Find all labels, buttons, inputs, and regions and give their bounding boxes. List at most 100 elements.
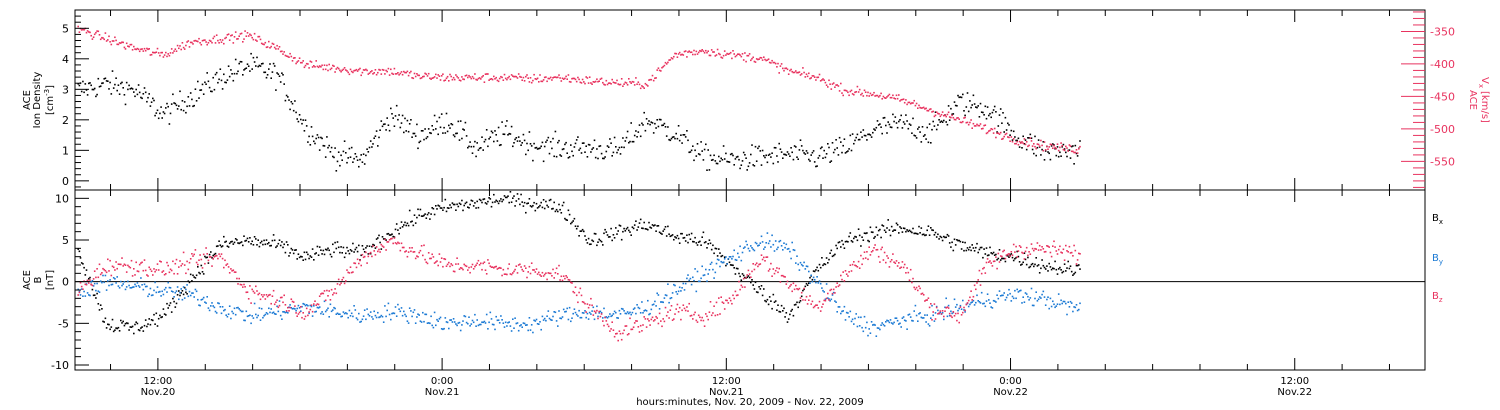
density-point <box>275 89 277 91</box>
bz-point <box>469 271 471 274</box>
legend-bx-subscript: x <box>1439 218 1443 226</box>
vx-point <box>335 68 338 70</box>
density-point <box>1007 122 1009 125</box>
density-point <box>179 90 181 93</box>
bx-point <box>874 235 876 238</box>
bz-point <box>1078 252 1080 255</box>
bx-point <box>574 225 577 227</box>
bz-point <box>200 258 203 261</box>
bz-point <box>320 293 322 295</box>
density-point <box>676 137 679 140</box>
bx-point <box>427 212 430 214</box>
bz-point <box>95 276 97 279</box>
by-point <box>174 291 177 294</box>
by-point <box>992 299 995 302</box>
bz-point <box>283 294 285 297</box>
vx-point <box>605 79 608 82</box>
vx-point <box>244 30 246 32</box>
density-point <box>154 114 156 117</box>
bx-point <box>173 300 175 303</box>
vx-point <box>574 78 577 81</box>
density-point <box>611 155 613 157</box>
density-point <box>773 146 776 149</box>
vx-point <box>876 94 879 97</box>
by-point <box>255 313 257 316</box>
bz-point <box>789 285 791 288</box>
bz-point <box>134 274 136 276</box>
vx-point <box>262 43 264 45</box>
vx-point <box>960 121 963 124</box>
bz-point <box>347 271 349 274</box>
density-point <box>648 120 650 122</box>
by-point <box>1054 306 1056 309</box>
bz-point <box>574 286 577 288</box>
by-point <box>630 313 632 316</box>
density-point <box>385 129 387 131</box>
by-point <box>753 249 756 252</box>
bz-point <box>142 269 145 272</box>
by-point <box>359 321 361 323</box>
vx-point <box>471 75 474 78</box>
bx-point <box>641 227 643 229</box>
bz-point <box>577 301 579 304</box>
density-point <box>1062 143 1065 146</box>
bz-point <box>893 261 895 263</box>
bz-point <box>124 264 127 266</box>
by-point <box>198 304 200 306</box>
by-point <box>766 232 769 234</box>
vx-point <box>677 53 680 55</box>
bz-point <box>827 292 829 295</box>
density-point <box>307 141 309 143</box>
by-point <box>597 315 599 318</box>
by-point <box>760 235 763 238</box>
vx-point <box>656 69 658 71</box>
bz-point <box>264 298 267 300</box>
vx-point <box>573 77 576 80</box>
density-point <box>1069 157 1072 159</box>
bz-point <box>263 294 265 296</box>
bx-point <box>491 201 494 204</box>
vx-point <box>427 72 430 75</box>
bz-point <box>501 274 503 277</box>
vx-point <box>198 37 200 40</box>
vx-point <box>437 74 439 76</box>
bz-point <box>547 272 550 274</box>
by-point <box>850 320 853 323</box>
vx-point <box>1041 144 1043 147</box>
density-point <box>738 158 740 161</box>
by-point <box>394 306 397 308</box>
bz-point <box>115 261 117 263</box>
by-point <box>310 305 313 308</box>
bz-point <box>970 290 972 292</box>
density-point <box>1009 134 1011 136</box>
bz-point <box>212 258 214 260</box>
bz-point <box>388 239 391 241</box>
bz-point <box>791 290 793 293</box>
vx-point <box>560 80 563 82</box>
by-point <box>648 313 650 316</box>
vx-point <box>898 94 900 96</box>
vx-point <box>766 59 769 61</box>
bz-point <box>232 269 235 271</box>
vx-point <box>670 57 673 59</box>
vx-point <box>141 48 143 50</box>
vx-point <box>542 79 545 81</box>
bx-point <box>265 239 268 241</box>
by-point <box>641 301 643 303</box>
vx-point <box>202 39 205 42</box>
by-point <box>853 323 855 325</box>
density-point <box>723 158 726 160</box>
bz-point <box>176 273 179 275</box>
bz-point <box>484 269 487 271</box>
density-point <box>143 87 146 89</box>
bz-point <box>480 262 482 265</box>
by-point <box>378 316 380 319</box>
vx-point <box>975 125 977 127</box>
density-point <box>862 129 865 131</box>
bx-point <box>622 230 624 233</box>
by-point <box>438 318 441 320</box>
vx-point <box>187 40 190 42</box>
by-point <box>977 300 979 302</box>
vx-point <box>547 77 550 80</box>
bx-point <box>948 242 951 244</box>
